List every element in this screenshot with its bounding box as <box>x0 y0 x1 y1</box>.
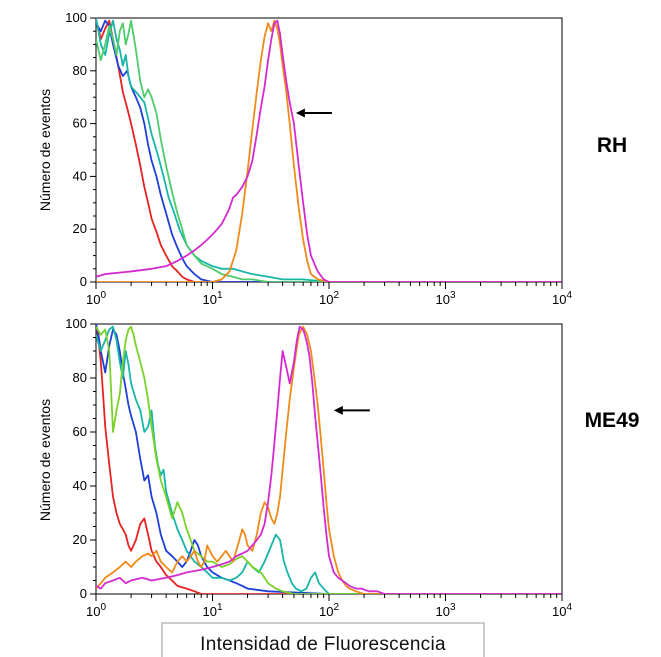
series-line-3 <box>96 325 562 594</box>
y-tick-label: 40 <box>73 168 87 183</box>
y-axis-label: Número de eventos <box>37 89 53 211</box>
y-tick-label: 80 <box>73 63 87 78</box>
chart-panel-me49: 0 20 40 60 80 100 100 101 102 103 104 Número de eve… <box>37 316 639 619</box>
series-line-5 <box>96 325 562 594</box>
x-tick-label: 100 <box>86 602 106 619</box>
x-tick-label: 104 <box>552 290 572 307</box>
x-tick-label: 101 <box>202 290 222 307</box>
x-axis-title-text: Intensidad de Fluorescencia <box>200 634 446 655</box>
y-tick-label: 20 <box>73 221 87 236</box>
series-line-5 <box>96 19 562 282</box>
series-line-0 <box>96 19 562 282</box>
series-group <box>96 17 562 282</box>
y-tick-label: 100 <box>65 316 87 331</box>
y-tick-label: 0 <box>80 586 87 601</box>
y-tick-label: 60 <box>73 424 87 439</box>
x-tick-label: 102 <box>319 602 339 619</box>
x-tick-label: 103 <box>435 602 455 619</box>
y-axis-label: Número de eventos <box>37 399 53 521</box>
series-group <box>96 323 562 594</box>
panel-label: RH <box>597 134 627 157</box>
y-tick-label: 100 <box>65 10 87 25</box>
x-tick-label: 100 <box>86 290 106 307</box>
series-line-1 <box>96 19 562 282</box>
x-tick-label: 103 <box>435 290 455 307</box>
panel-label: ME49 <box>585 409 640 432</box>
series-line-0 <box>96 323 562 594</box>
plot-frame <box>95 17 563 283</box>
annotation-arrow <box>295 108 332 118</box>
x-axis-title-box <box>161 622 485 657</box>
y-tick-label: 0 <box>80 274 87 289</box>
chart-panel-rh: 0 20 40 60 80 100 100 101 102 103 104 Número de eve… <box>37 10 627 307</box>
y-tick-label: 40 <box>73 478 87 493</box>
x-axis-title: Intensidad de Fluorescencia <box>161 622 485 657</box>
series-line-2 <box>96 17 562 282</box>
x-tick-label: 101 <box>202 602 222 619</box>
series-line-4 <box>96 325 562 594</box>
annotation-arrow <box>333 405 370 415</box>
y-tick-label: 60 <box>73 116 87 131</box>
series-line-4 <box>96 19 562 282</box>
x-tick-label: 102 <box>319 290 339 307</box>
x-tick-label: 104 <box>552 602 572 619</box>
y-tick-label: 20 <box>73 532 87 547</box>
y-tick-label: 80 <box>73 370 87 385</box>
series-line-3 <box>96 19 562 282</box>
